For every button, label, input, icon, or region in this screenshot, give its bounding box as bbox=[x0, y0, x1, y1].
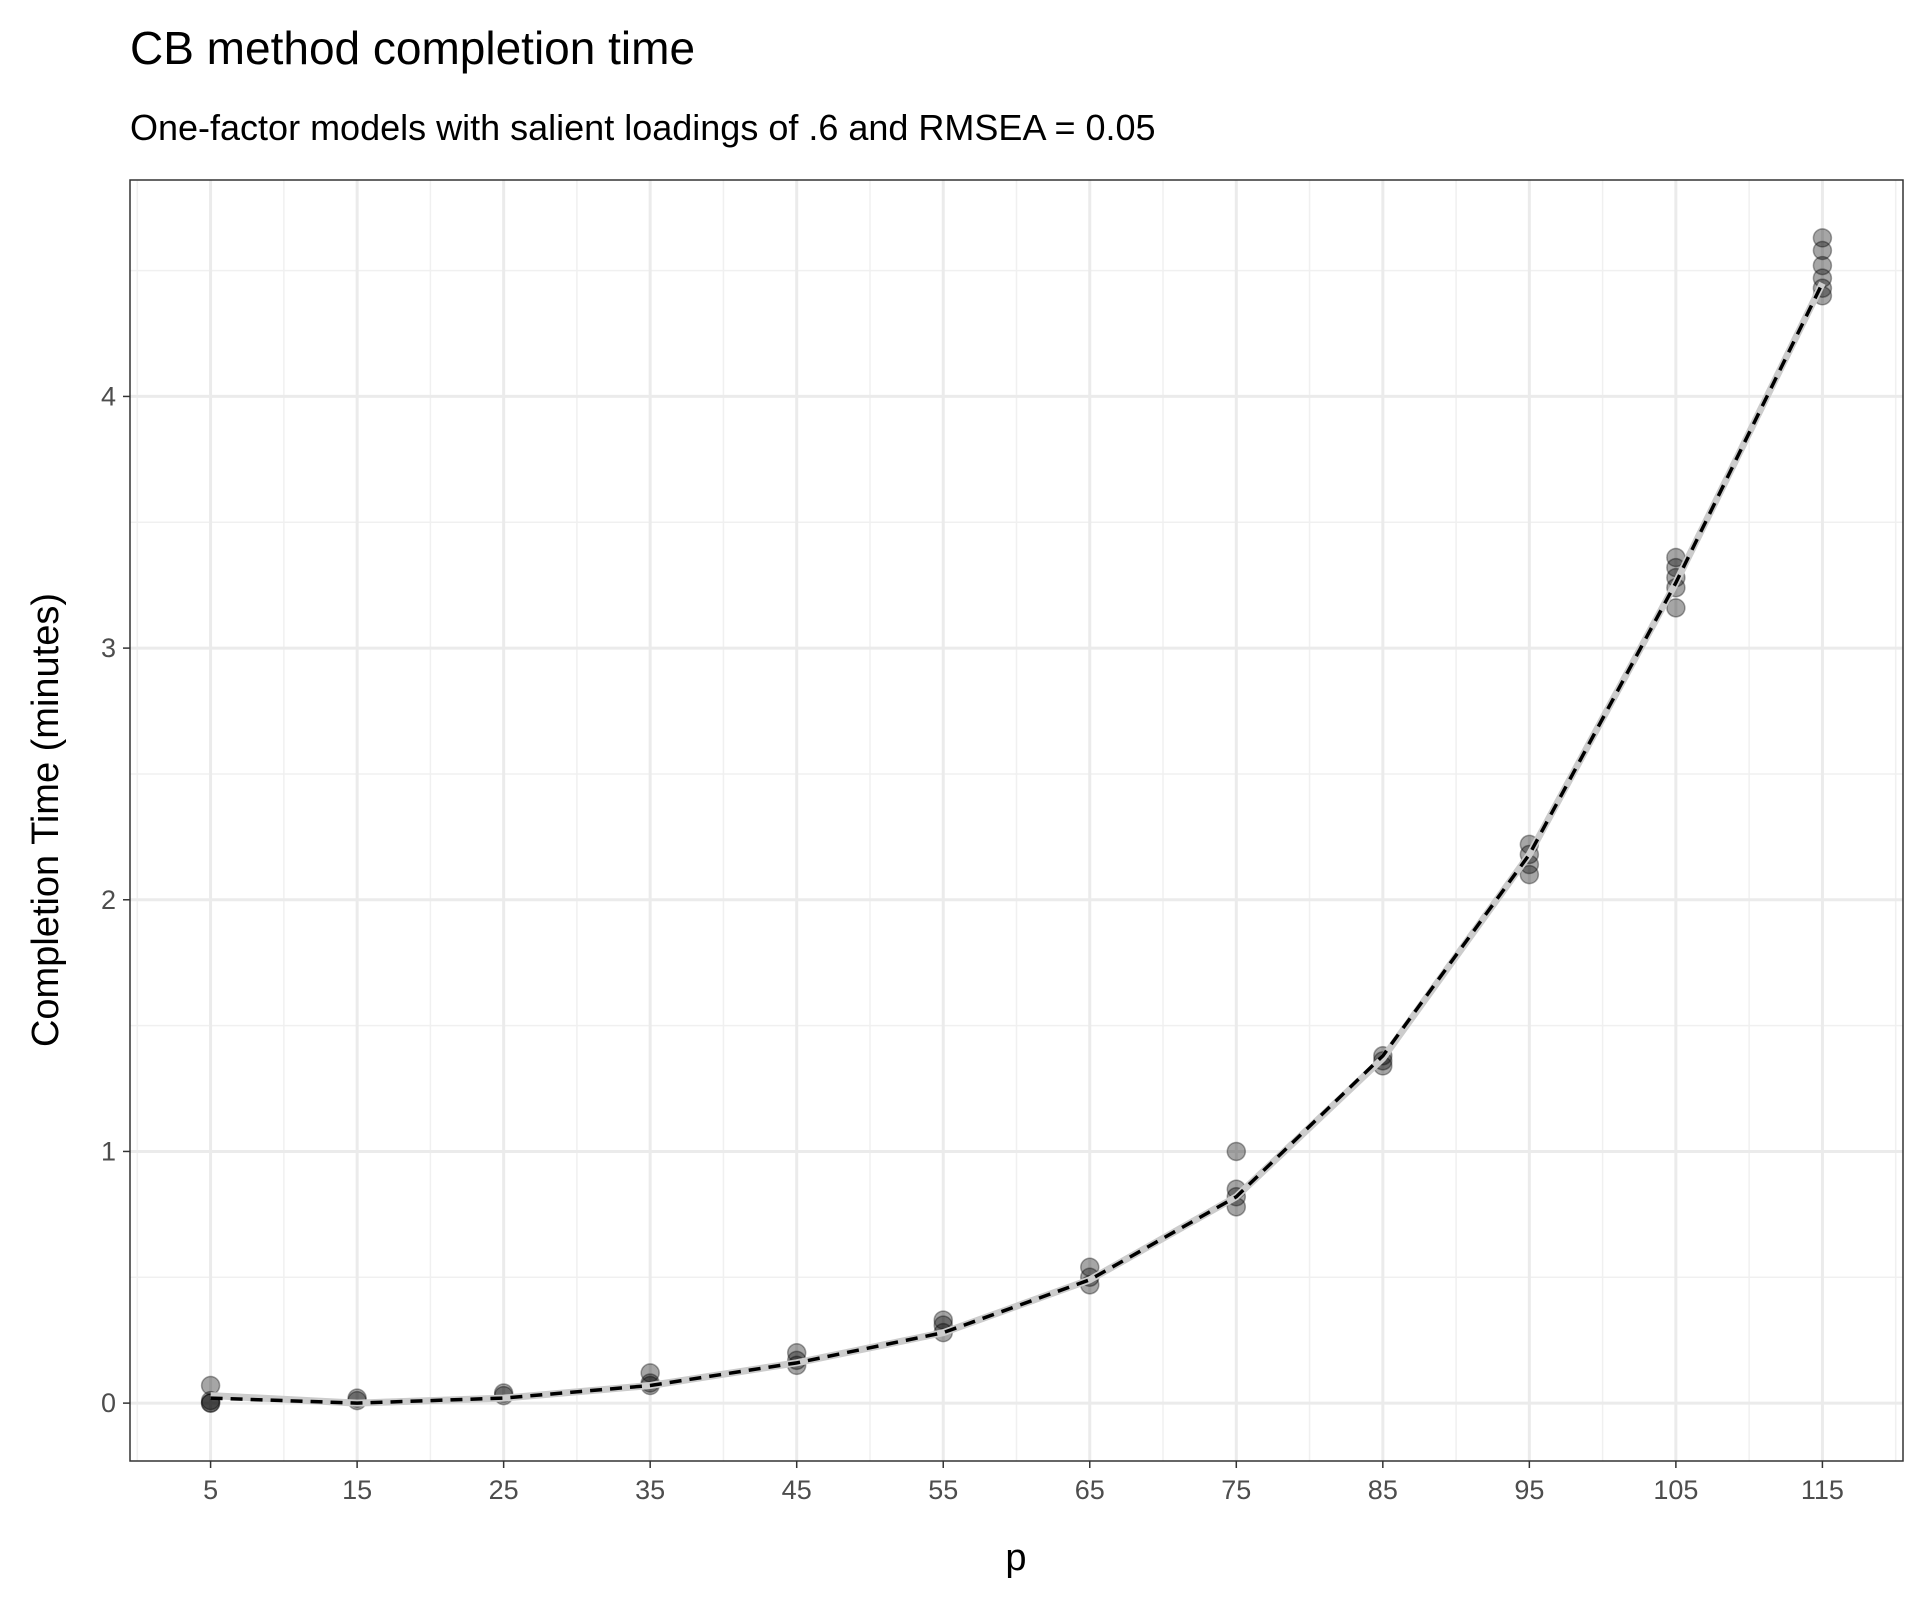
x-tick-label: 45 bbox=[782, 1475, 812, 1505]
x-tick-label: 75 bbox=[1221, 1475, 1251, 1505]
data-point bbox=[1666, 598, 1686, 618]
x-tick-label: 95 bbox=[1514, 1475, 1544, 1505]
data-point bbox=[200, 1375, 221, 1396]
fit-line bbox=[210, 282, 1824, 1405]
x-tick-label: 65 bbox=[1075, 1475, 1105, 1505]
x-tick-label: 115 bbox=[1801, 1475, 1844, 1505]
x-tick-label: 105 bbox=[1653, 1475, 1698, 1505]
y-tick-label: 0 bbox=[101, 1388, 116, 1418]
x-tick-label: 25 bbox=[489, 1475, 519, 1505]
y-tick-label: 1 bbox=[101, 1136, 116, 1166]
y-axis-label: Completion Time (minutes) bbox=[25, 593, 67, 1047]
data-point bbox=[1812, 228, 1833, 248]
data-point bbox=[1812, 240, 1833, 261]
chart-subtitle: One-factor models with salient loadings … bbox=[130, 107, 1156, 148]
x-tick-label: 5 bbox=[203, 1475, 218, 1505]
x-axis-label: p bbox=[1005, 1537, 1026, 1579]
chart-title: CB method completion time bbox=[130, 22, 695, 74]
y-tick-label: 2 bbox=[101, 885, 116, 915]
data-point bbox=[640, 1363, 660, 1383]
y-tick-label: 4 bbox=[101, 381, 116, 411]
data-point bbox=[1226, 1141, 1247, 1162]
plot-border bbox=[129, 179, 1904, 1462]
x-tick-label: 85 bbox=[1368, 1475, 1398, 1505]
x-tick-label: 55 bbox=[928, 1475, 958, 1505]
x-tick-label: 15 bbox=[342, 1475, 372, 1505]
x-tick-label: 35 bbox=[635, 1475, 665, 1505]
data-point bbox=[1519, 864, 1540, 885]
y-tick-label: 3 bbox=[101, 633, 116, 663]
data-point bbox=[1812, 255, 1833, 276]
